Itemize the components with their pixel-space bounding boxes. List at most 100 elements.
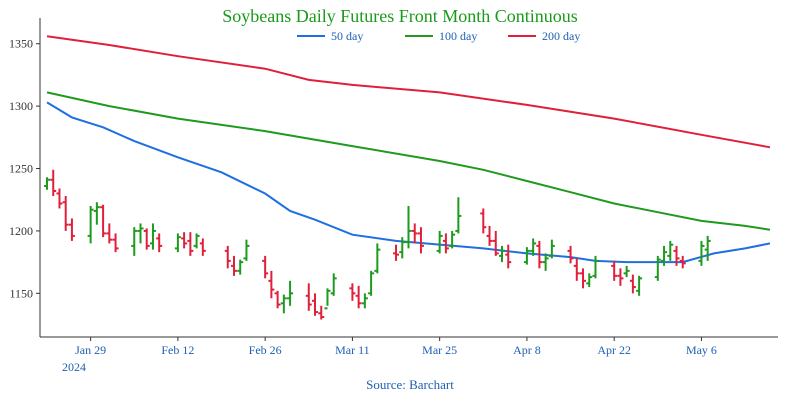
ohlc-bar: [661, 245, 668, 266]
moving-average-lines: [46, 35, 771, 264]
ohlc-bar: [287, 280, 294, 306]
ohlc-bar: [193, 233, 200, 249]
ohlc-bar: [486, 225, 493, 246]
ohlc-bar: [411, 223, 418, 244]
ohlc-bar: [44, 177, 50, 190]
ohlc-bar: [586, 273, 593, 288]
ohlc-bar: [230, 255, 237, 276]
ohlc-bar: [106, 223, 113, 244]
x-axis-year: 2024: [62, 360, 86, 374]
ohlc-bar: [567, 245, 574, 264]
ohlc-bar: [324, 288, 331, 310]
x-tick-label: Jan 29: [75, 343, 106, 357]
ohlc-bar: [368, 270, 375, 296]
y-tick-label: 1150: [9, 286, 33, 300]
ohlc-bar: [455, 197, 462, 234]
chart-title: Soybeans Daily Futures Front Month Conti…: [222, 6, 578, 26]
ohlc-bar: [305, 283, 312, 311]
ohlc-bar: [268, 270, 275, 299]
x-tick-label: Mar 11: [335, 343, 370, 357]
x-tick-label: May 6: [686, 343, 717, 357]
legend-label: 100 day: [439, 29, 477, 43]
ohlc-bar: [442, 233, 449, 254]
ohlc-bar: [611, 260, 618, 281]
ohlc-bar: [137, 223, 144, 244]
ohlc-bar: [93, 202, 100, 225]
ohlc-bar: [243, 239, 250, 261]
ohlc-bar: [449, 230, 456, 249]
ohlc-bar: [580, 268, 587, 289]
ohlc-bar: [330, 273, 337, 296]
ohlc-bar: [262, 255, 269, 279]
ohlc-bar: [480, 208, 487, 234]
ohlc-bar: [417, 227, 424, 254]
ohlc-bar: [530, 238, 537, 256]
ohlc-bar: [50, 169, 57, 196]
ohlc-bar: [143, 228, 150, 250]
y-tick-label: 1300: [9, 99, 33, 113]
ohlc-bar: [149, 223, 156, 250]
ohlc-bar: [498, 245, 505, 263]
ohlc-bar: [523, 247, 530, 265]
ohlc-bar: [617, 268, 624, 286]
ohlc-bar: [573, 258, 580, 281]
ohlc-bar: [224, 245, 231, 269]
ohlc-bar: [274, 290, 281, 309]
legend-label: 50 day: [331, 29, 363, 43]
ohlc-bar: [100, 204, 107, 238]
ohlc-bar: [548, 239, 555, 259]
ma-line-100-day: [46, 91, 771, 231]
y-axis-ticks: 1150 1200 1250 1300 1350: [9, 37, 40, 300]
ohlc-bar: [355, 285, 362, 309]
ohlc-bar: [667, 240, 674, 261]
ohlc-bar: [536, 240, 543, 269]
ohlc-bar: [393, 244, 400, 261]
ohlc-bar: [405, 205, 412, 249]
y-tick-label: 1250: [9, 162, 33, 176]
ohlc-bar: [56, 188, 63, 209]
ohlc-bar: [636, 275, 643, 296]
legend-label: 200 day: [542, 29, 580, 43]
x-axis-ticks: Jan 29 Feb 12 Feb 26 Mar 11 Mar 25 Apr 8 Apr 2…: [75, 337, 717, 357]
x-tick-label: Apr 8: [513, 343, 541, 357]
x-tick-label: Feb 12: [161, 343, 194, 357]
ohlc-bar: [492, 230, 499, 256]
ohlc-bars: [44, 169, 711, 320]
ohlc-bar: [312, 293, 319, 316]
ohlc-bar: [436, 230, 443, 254]
ohlc-bar: [68, 218, 75, 241]
ohlc-bar: [679, 255, 686, 269]
y-tick-label: 1200: [9, 224, 33, 238]
ohlc-bar: [131, 227, 138, 256]
ohlc-bar: [187, 232, 194, 256]
ohlc-bar: [349, 283, 356, 301]
ohlc-bar: [181, 232, 188, 249]
ohlc-bar: [280, 294, 287, 314]
x-tick-label: Mar 25: [422, 343, 457, 357]
ohlc-bar: [199, 238, 206, 256]
ohlc-bar: [237, 259, 244, 275]
ohlc-bar: [174, 233, 181, 253]
ohlc-bar: [704, 235, 711, 261]
ma-line-200-day: [46, 35, 771, 149]
chart-legend: 50 day 100 day 200 day: [297, 29, 580, 43]
ohlc-bar: [673, 245, 680, 266]
ohlc-bar: [698, 240, 705, 266]
ohlc-bar: [542, 253, 549, 271]
x-tick-label: Feb 26: [249, 343, 282, 357]
ohlc-bar: [592, 255, 599, 279]
ohlc-bar: [505, 244, 512, 269]
ohlc-bar: [361, 293, 368, 309]
x-tick-label: Apr 22: [597, 343, 631, 357]
ohlc-bar: [112, 233, 119, 253]
ohlc-bar: [62, 195, 69, 231]
ma-line-50-day: [46, 101, 771, 264]
chart-source: Source: Barchart: [366, 377, 454, 392]
ohlc-bar: [374, 243, 381, 274]
ohlc-bar: [87, 205, 94, 244]
y-tick-label: 1350: [9, 37, 33, 51]
ohlc-bar: [399, 237, 406, 259]
ohlc-bar: [156, 233, 163, 253]
